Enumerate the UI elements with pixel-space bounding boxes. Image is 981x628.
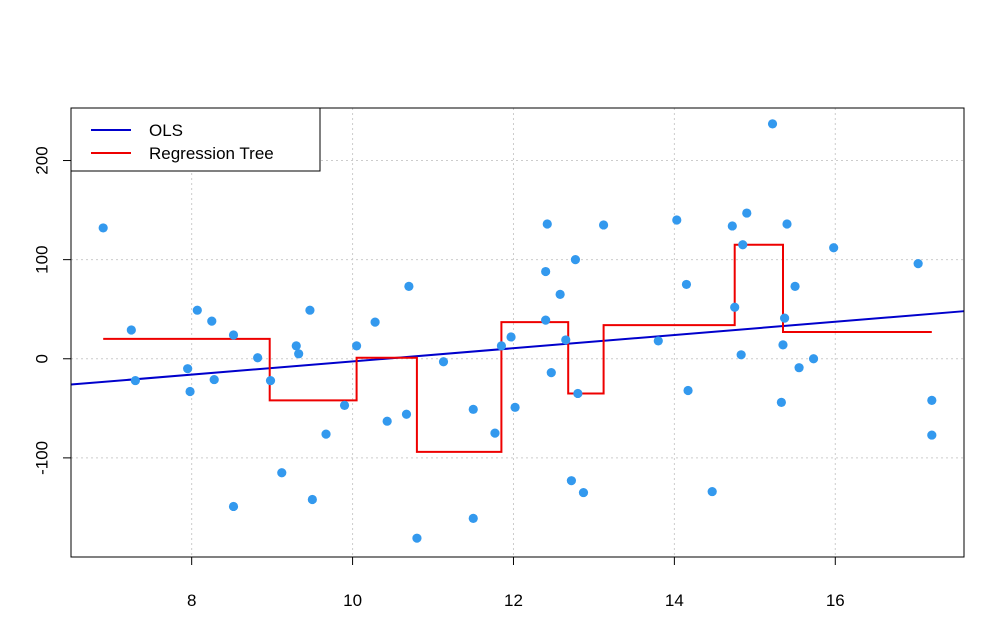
- data-point: [542, 219, 552, 229]
- data-point: [776, 397, 786, 407]
- y-tick-label: -100: [32, 441, 51, 475]
- data-point: [506, 332, 516, 342]
- data-point: [192, 305, 202, 315]
- data-point: [727, 221, 737, 231]
- data-point: [126, 325, 136, 335]
- data-point: [782, 219, 792, 229]
- legend-label-regression-tree: Regression Tree: [149, 144, 274, 163]
- plot-frame: [70, 107, 965, 558]
- data-point: [185, 386, 195, 397]
- data-point: [573, 388, 583, 399]
- data-point: [209, 374, 219, 385]
- data-point: [412, 533, 422, 543]
- x-tick-label: 8: [187, 591, 196, 610]
- y-axis: -100 0 100 200: [32, 146, 71, 475]
- data-point: [438, 357, 449, 367]
- data-point: [404, 281, 414, 292]
- data-point: [653, 336, 663, 346]
- y-tick-label: 200: [32, 146, 51, 174]
- data-point: [566, 476, 577, 486]
- data-point: [541, 266, 551, 277]
- data-point: [570, 255, 581, 265]
- x-tick-label: 10: [343, 591, 362, 610]
- ols-line-layer: [70, 310, 965, 386]
- data-point: [253, 353, 263, 363]
- data-point: [794, 363, 804, 373]
- data-point: [808, 354, 819, 364]
- data-point: [927, 395, 937, 405]
- data-point: [305, 305, 315, 315]
- data-point: [265, 375, 276, 386]
- data-point: [738, 240, 748, 250]
- data-point: [382, 416, 392, 426]
- ols-line: [70, 310, 965, 386]
- data-point: [730, 302, 740, 312]
- grid-lines: [71, 108, 964, 557]
- data-point: [307, 494, 317, 505]
- data-point: [790, 281, 800, 292]
- data-point: [351, 341, 362, 351]
- data-point: [468, 404, 478, 414]
- data-point: [496, 341, 507, 351]
- data-point: [683, 385, 693, 396]
- data-point: [736, 350, 746, 360]
- data-point: [546, 368, 556, 378]
- x-tick-label: 16: [826, 591, 845, 610]
- legend-label-ols: OLS: [149, 121, 183, 140]
- data-point: [183, 364, 193, 374]
- x-tick-label: 12: [504, 591, 523, 610]
- y-tick-label: 100: [32, 245, 51, 273]
- x-tick-label: 14: [665, 591, 684, 610]
- data-point: [98, 223, 108, 233]
- data-point: [339, 400, 350, 410]
- data-point: [294, 349, 304, 359]
- data-point: [742, 208, 752, 218]
- data-point: [370, 317, 380, 327]
- data-point: [927, 430, 937, 440]
- data-point: [779, 313, 790, 323]
- data-point: [228, 330, 239, 340]
- data-point: [541, 315, 551, 325]
- data-point: [561, 335, 571, 345]
- data-point: [829, 243, 839, 253]
- data-point: [510, 402, 520, 412]
- data-point: [468, 513, 478, 523]
- data-point: [207, 316, 217, 326]
- data-point: [672, 215, 682, 225]
- data-point: [277, 468, 287, 478]
- data-point: [681, 279, 692, 290]
- data-point: [291, 341, 301, 351]
- data-point: [913, 259, 923, 269]
- data-point: [490, 428, 500, 438]
- data-point: [130, 375, 140, 386]
- data-point: [321, 429, 331, 439]
- data-point: [555, 289, 565, 299]
- data-point: [228, 501, 239, 512]
- data-point: [778, 340, 788, 350]
- data-point: [767, 119, 778, 129]
- legend-box: [70, 107, 321, 172]
- legend: OLS Regression Tree: [70, 107, 321, 172]
- x-axis: 8 10 12 14 16: [187, 557, 845, 610]
- y-tick-label: 0: [32, 354, 51, 363]
- scatter-points: [98, 119, 937, 543]
- data-point: [401, 409, 412, 419]
- data-point: [707, 486, 717, 497]
- data-point: [578, 487, 589, 498]
- data-point: [598, 220, 609, 230]
